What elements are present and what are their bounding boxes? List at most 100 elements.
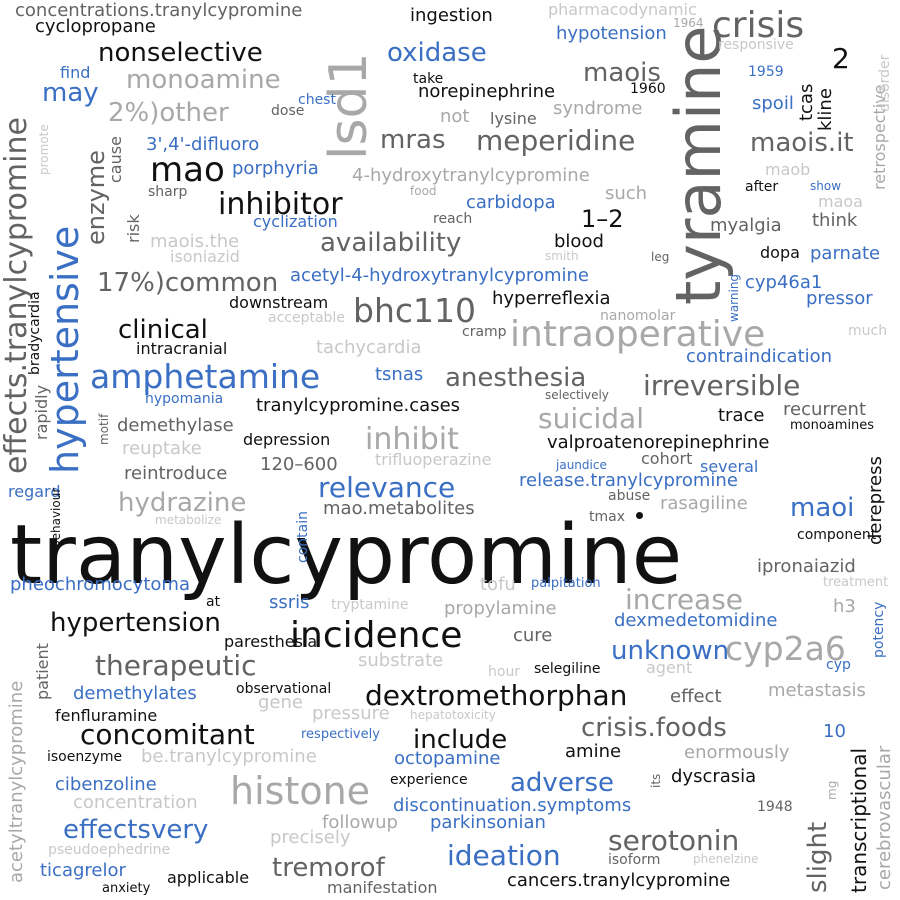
cloud-word: tranylcypromine.cases — [256, 395, 461, 416]
cloud-word: cyp — [826, 657, 851, 673]
cloud-word: take — [413, 71, 444, 87]
cloud-word: dopa — [760, 243, 800, 262]
cloud-word: tranylcypromine — [10, 508, 683, 603]
cloud-word: hour — [488, 664, 521, 680]
cloud-word: show — [810, 179, 842, 193]
cloud-word: monoamine — [126, 65, 281, 95]
cloud-word: recurrent — [783, 399, 867, 420]
cloud-word: bhc110 — [353, 291, 476, 330]
cloud-word: reach — [433, 211, 473, 227]
cloud-word: relevance — [318, 471, 456, 504]
cloud-word: discontinuation.symptoms — [393, 795, 632, 816]
cloud-word: followup — [322, 812, 398, 833]
cloud-word: release.tranylcypromine — [519, 470, 738, 491]
cloud-word: h3 — [833, 596, 856, 617]
cloud-word: unknown — [611, 636, 730, 666]
cloud-word: increase — [625, 583, 744, 616]
cloud-word: nonselective — [98, 38, 263, 68]
cloud-word: porphyria — [232, 158, 319, 179]
cloud-word: cause — [106, 136, 125, 183]
cloud-word: demethylates — [73, 683, 197, 704]
cloud-word: enzyme — [82, 150, 110, 245]
cloud-word: clinical — [118, 315, 208, 345]
cloud-word: propylamine — [444, 598, 557, 619]
cloud-word: potency — [871, 601, 887, 658]
cloud-word: inhibit — [365, 422, 459, 457]
cloud-word: 10 — [823, 721, 846, 742]
cloud-word: intraoperative — [510, 314, 766, 355]
cloud-word: its — [649, 773, 663, 788]
cloud-word: incidence — [290, 615, 463, 656]
cloud-word: slight — [803, 821, 833, 893]
cloud-word: 1959 — [748, 64, 784, 80]
cloud-word: downstream — [229, 293, 329, 312]
cloud-word: anxiety — [102, 881, 151, 896]
cloud-word: acetyl-4-hydroxytranylcypromine — [290, 265, 589, 286]
cloud-word: transcriptional — [847, 747, 871, 893]
cloud-word: 2%)other — [108, 98, 229, 128]
cloud-word: mras — [380, 125, 446, 155]
cloud-word: patient — [33, 643, 52, 700]
cloud-word: kline — [815, 88, 836, 131]
cloud-word: 1–2 — [581, 205, 624, 233]
cloud-word: maois.it — [750, 128, 854, 158]
cloud-word: cibenzoline — [55, 774, 157, 795]
cloud-word: ticagrelor — [40, 860, 126, 881]
cloud-word: isoniazid — [170, 247, 240, 266]
cloud-word: pressure — [312, 703, 390, 724]
cloud-word: cancers.tranylcypromine — [507, 870, 731, 891]
cloud-word: tremorof — [272, 853, 385, 883]
cloud-word: maoi — [790, 493, 855, 523]
cloud-word: maob — [765, 160, 811, 179]
cloud-word: hypomania — [145, 391, 224, 407]
cloud-word: amine — [565, 741, 622, 762]
cloud-word: dexmedetomidine — [614, 610, 778, 631]
cloud-word: effect — [670, 686, 722, 707]
cloud-word: phenelzine — [693, 852, 759, 866]
cloud-word: much — [848, 323, 888, 339]
cloud-word: precisely — [270, 827, 351, 848]
cloud-word: behaviour — [49, 487, 63, 548]
cloud-word: hydrazine — [118, 488, 247, 518]
cloud-word: dose — [271, 103, 305, 119]
cloud-word: mg — [825, 780, 839, 800]
cloud-word: hypertensive — [43, 225, 87, 474]
cloud-word: promote — [37, 124, 51, 175]
cloud-word: several — [700, 457, 759, 476]
cloud-word: adverse — [510, 768, 615, 798]
cloud-word: maois — [583, 58, 661, 88]
cloud-word: leg — [651, 250, 670, 264]
cloud-word: applicable — [167, 868, 250, 887]
cloud-word: ipronaiazid — [757, 556, 856, 577]
cloud-word: concentrations.tranylcypromine — [15, 0, 303, 21]
cloud-word: hyperreflexia — [492, 288, 611, 309]
cloud-word: respectively — [301, 727, 380, 742]
cloud-word: depression — [243, 430, 331, 449]
cloud-word: selegiline — [534, 661, 601, 677]
cloud-word: motif — [97, 413, 111, 445]
cloud-word: carbidopa — [466, 192, 556, 213]
cloud-word: 120–600 — [260, 454, 338, 475]
cloud-word: paresthesia — [224, 632, 318, 651]
cloud-word: myalgia — [710, 215, 782, 236]
cloud-word: cyclopropane — [35, 16, 156, 37]
cloud-word: dyscrasia — [671, 766, 757, 787]
cloud-word: component — [797, 527, 877, 543]
cloud-word: hepatotoxicity — [410, 708, 496, 722]
cloud-word: jaundice — [556, 458, 607, 472]
cloud-word: cyp46a1 — [745, 272, 823, 293]
cloud-word: ssris — [269, 592, 310, 613]
cloud-word: tcas — [796, 83, 817, 121]
cloud-word: 2 — [832, 42, 850, 75]
cloud-word: regard — [8, 482, 61, 501]
cloud-word: reintroduce — [124, 463, 228, 484]
cloud-word: such — [605, 183, 648, 204]
cloud-word: pseudoephedrine — [48, 842, 171, 858]
cloud-word: 1960 — [630, 81, 666, 97]
cloud-word: maoa — [818, 192, 863, 211]
cloud-word: crisis — [712, 5, 805, 46]
cloud-word: think — [812, 210, 858, 231]
cloud-word: cohort — [641, 449, 693, 468]
cloud-word: blood — [554, 231, 604, 252]
